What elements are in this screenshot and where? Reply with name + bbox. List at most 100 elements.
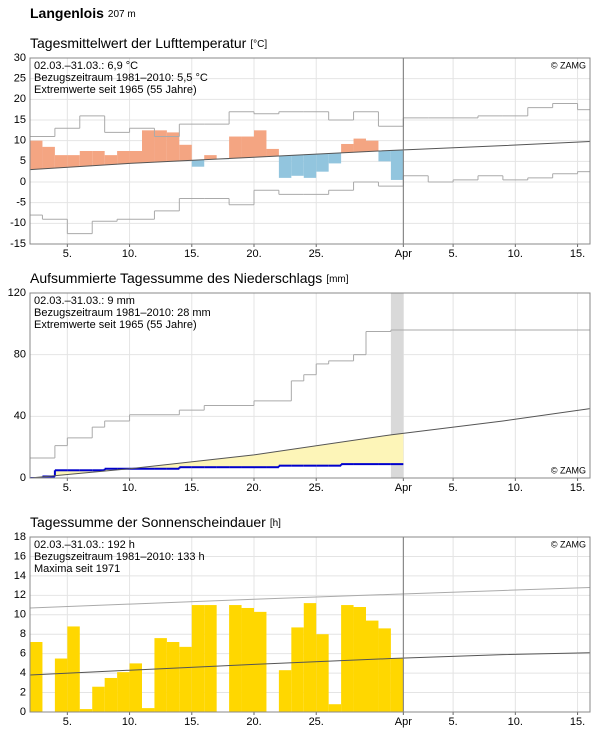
bar <box>278 670 292 712</box>
y-tick-label: -10 <box>10 217 26 229</box>
plot <box>30 293 590 478</box>
bar <box>129 663 142 712</box>
bar <box>341 143 354 153</box>
bar <box>241 136 254 158</box>
y-tick-label: 15 <box>14 114 26 126</box>
annotation: Bezugszeitraum 1981–2010: 28 mm <box>34 307 211 319</box>
y-tick-label: 120 <box>8 287 26 299</box>
x-tick-label: 5. <box>449 482 458 494</box>
bar <box>204 155 217 160</box>
plot-frame <box>29 536 591 713</box>
y-tick-label: 2 <box>20 686 26 698</box>
credit: © ZAMG <box>551 60 586 70</box>
x-tick-label: 5. <box>449 248 458 260</box>
bar <box>92 686 105 712</box>
annotation: Bezugszeitraum 1981–2010: 5,5 °C <box>34 72 208 84</box>
y-tick-label: 8 <box>20 628 26 640</box>
bar <box>390 658 404 712</box>
y-tick-label: 80 <box>14 349 26 361</box>
y-tick-label: 5 <box>20 155 26 167</box>
bar <box>229 605 242 712</box>
bar <box>117 151 130 164</box>
bar <box>366 140 379 152</box>
current-day-band <box>390 293 404 478</box>
y-tick-label: 14 <box>14 570 26 582</box>
x-tick-label: 15. <box>184 716 199 728</box>
x-tick-label: 20. <box>246 482 261 494</box>
bar <box>54 658 68 712</box>
bar <box>67 626 80 712</box>
bar <box>266 148 279 157</box>
annotation: Bezugszeitraum 1981–2010: 133 h <box>34 551 205 563</box>
y-tick-label: 20 <box>14 93 26 105</box>
y-tick-label: 16 <box>14 550 26 562</box>
y-tick-label: 0 <box>20 176 26 188</box>
reference-line <box>30 140 590 171</box>
header: Langenlois 207 m <box>30 5 136 21</box>
y-tick-label: 10 <box>14 609 26 621</box>
bar <box>30 140 43 170</box>
annotation: 02.03.–31.03.: 9 mm <box>34 295 135 307</box>
station-name: Langenlois <box>30 5 104 21</box>
chart-title-text: Tagesmittelwert der Lufttemperatur <box>30 35 247 51</box>
plot-frame <box>29 292 591 479</box>
bar <box>104 677 118 712</box>
y-tick-label: 40 <box>14 410 26 422</box>
x-tick-label: 25. <box>309 716 324 728</box>
bar <box>129 151 142 164</box>
bar <box>278 155 292 178</box>
y-tick-label: 10 <box>14 135 26 147</box>
bar <box>142 130 155 163</box>
annotation: Extremwerte seit 1965 (55 Jahre) <box>34 84 197 96</box>
bar <box>316 153 329 172</box>
bar <box>154 638 167 712</box>
x-tick-label: 20. <box>246 248 261 260</box>
bar <box>142 708 155 712</box>
bar <box>154 130 167 162</box>
reference-line <box>30 587 590 609</box>
bar <box>390 150 404 180</box>
plot <box>30 537 590 712</box>
reference-line <box>30 408 590 478</box>
x-tick-label: 10. <box>508 716 523 728</box>
bar <box>191 159 205 167</box>
bar <box>303 603 317 712</box>
x-tick-label: Apr <box>395 716 412 728</box>
credit: © ZAMG <box>551 465 586 475</box>
bar <box>254 130 267 157</box>
x-tick-label: 5. <box>63 716 72 728</box>
bar <box>241 607 254 712</box>
y-tick-label: 30 <box>14 52 26 64</box>
bar <box>191 605 205 712</box>
plot-frame <box>29 57 591 245</box>
bar <box>79 151 93 167</box>
chart-title-text: Tagessumme der Sonnenscheindauer <box>30 514 266 530</box>
bar <box>328 704 342 712</box>
x-tick-label: Apr <box>395 248 412 260</box>
y-tick-label: 0 <box>20 706 26 718</box>
y-tick-label: 0 <box>20 472 26 484</box>
bar <box>254 611 267 712</box>
x-tick-label: Apr <box>395 482 412 494</box>
bar <box>42 146 55 169</box>
x-tick-label: 10. <box>508 248 523 260</box>
x-tick-label: 5. <box>63 482 72 494</box>
bar <box>166 642 180 712</box>
y-tick-label: 18 <box>14 531 26 543</box>
plot <box>30 58 590 244</box>
annotation: Extremwerte seit 1965 (55 Jahre) <box>34 319 197 331</box>
bar <box>166 132 180 162</box>
bar <box>229 136 242 159</box>
bar <box>303 154 317 178</box>
chart-title: Aufsummierte Tagessumme des Niederschlag… <box>30 270 349 286</box>
x-tick-label: 10. <box>122 248 137 260</box>
x-tick-label: 15. <box>570 248 585 260</box>
y-tick-label: 25 <box>14 73 26 85</box>
bar <box>117 672 130 712</box>
bar <box>366 620 379 712</box>
x-tick-label: 10. <box>122 716 137 728</box>
x-tick-label: 10. <box>508 482 523 494</box>
x-tick-label: 20. <box>246 716 261 728</box>
